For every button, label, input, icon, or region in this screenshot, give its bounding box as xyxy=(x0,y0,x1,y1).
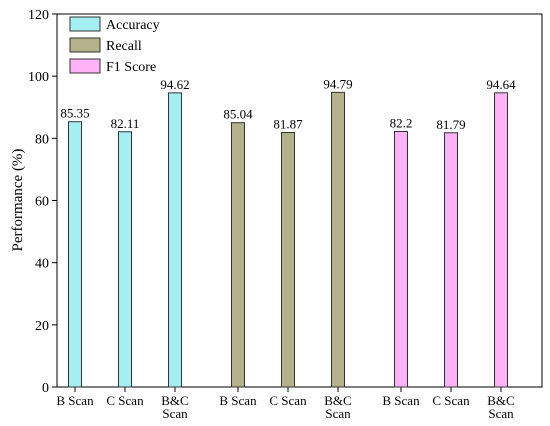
legend-label: Recall xyxy=(106,39,142,54)
x-tick-label: B Scan xyxy=(219,393,257,408)
legend-label: Accuracy xyxy=(106,18,160,33)
x-tick-label: C Scan xyxy=(106,393,144,408)
x-tick-label: B Scan xyxy=(56,393,94,408)
y-axis-label: Performance (%) xyxy=(10,149,26,252)
x-tick-label: B Scan xyxy=(382,393,420,408)
legend-label: F1 Score xyxy=(106,60,156,75)
x-tick-label: B&C Scan xyxy=(324,393,352,421)
value-label: 81.87 xyxy=(273,117,303,132)
y-tick-label: 20 xyxy=(35,319,49,334)
value-label: 85.35 xyxy=(60,106,89,121)
bar xyxy=(444,132,458,388)
y-tick-label: 40 xyxy=(35,257,49,272)
bar xyxy=(281,132,295,388)
x-tick-label: B&C Scan xyxy=(161,393,189,421)
value-label: 82.11 xyxy=(111,116,140,131)
legend-swatch xyxy=(69,16,101,32)
x-tick-label: B&C Scan xyxy=(487,393,515,421)
x-tick-label: C Scan xyxy=(432,393,470,408)
y-tick-label: 60 xyxy=(35,195,49,210)
bar xyxy=(331,91,345,388)
bar xyxy=(494,92,508,388)
bar xyxy=(118,131,132,388)
y-tick-label: 100 xyxy=(28,70,49,85)
value-label: 94.64 xyxy=(486,77,516,92)
value-label: 94.62 xyxy=(160,77,189,92)
value-label: 94.79 xyxy=(323,76,352,91)
bar xyxy=(231,122,245,388)
legend-swatch xyxy=(69,58,101,74)
value-label: 81.79 xyxy=(436,117,465,132)
legend-swatch xyxy=(69,37,101,53)
bar xyxy=(394,130,408,388)
y-tick-label: 0 xyxy=(42,381,49,396)
y-tick-label: 120 xyxy=(28,8,49,23)
x-tick-label: C Scan xyxy=(269,393,307,408)
value-label: 85.04 xyxy=(223,107,253,122)
value-label: 82.2 xyxy=(390,115,413,130)
bar xyxy=(68,121,82,388)
y-tick-label: 80 xyxy=(35,132,49,147)
bar xyxy=(168,92,182,388)
